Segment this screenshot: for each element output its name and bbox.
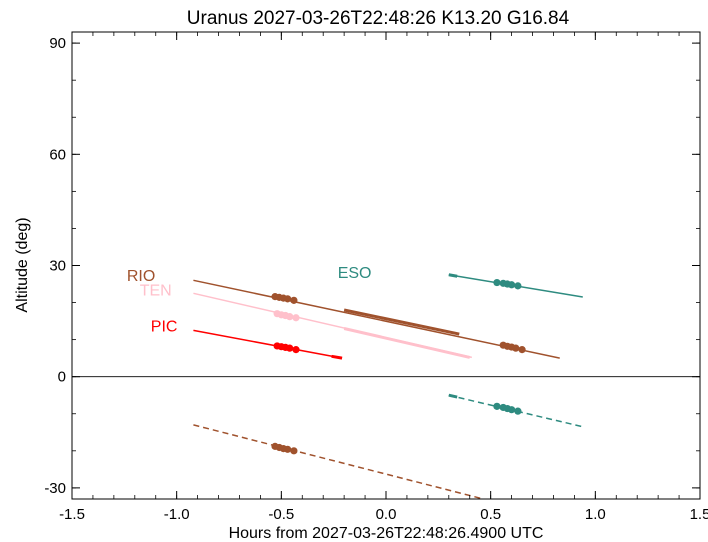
series-eso-point-5: [493, 402, 501, 410]
series-rio-segment-0: [193, 279, 560, 359]
series-pic: [193, 329, 343, 360]
x-tick-label-3: 0.0: [376, 506, 397, 523]
series-eso-point-0: [493, 278, 501, 287]
series-rio-segment-2: [193, 424, 487, 499]
series-rio-point-13: [284, 445, 292, 453]
series-ten-point-4: [292, 314, 300, 322]
series-pic-segment-0: [193, 329, 343, 359]
series-label-pic: PIC: [151, 319, 178, 336]
series-eso-point-4: [514, 282, 522, 290]
series-label-ten: TEN: [140, 283, 172, 300]
series-pic-point-3: [286, 344, 294, 352]
y-tick-label-2: 30: [49, 258, 66, 275]
series-rio-point-9: [518, 346, 526, 354]
series-eso-segment-2: [448, 394, 583, 428]
series-rio-point-3: [284, 295, 292, 303]
series-eso-segment-3: [448, 393, 458, 399]
series-ten-point-3: [286, 313, 294, 321]
y-axis-label: Altitude (deg): [14, 217, 31, 312]
series-eso-segment-1: [448, 273, 458, 278]
series-label-eso: ESO: [338, 265, 372, 282]
plot-area: [72, 273, 700, 499]
series-rio-segment-1: [343, 308, 460, 336]
series-eso: [448, 273, 583, 428]
series-rio-point-4: [290, 296, 298, 304]
y-tick-label-4: 90: [49, 35, 66, 52]
x-tick-label-6: 1.5: [690, 506, 708, 523]
x-tick-label-4: 0.5: [480, 506, 501, 523]
x-axis: -1.5 -1.0 -0.5 0.0 0.5 1.0 1.5: [59, 32, 708, 523]
series-pic-point-4: [292, 346, 300, 354]
series-label-rio: RIO: [127, 268, 155, 285]
series-ten-segment-2: [343, 327, 471, 359]
y-tick-label-3: 60: [49, 146, 66, 163]
series-rio-point-8: [512, 344, 520, 352]
series-rio-point-14: [290, 447, 298, 455]
series-eso-point-3: [508, 281, 516, 289]
series-eso-point-9: [514, 407, 522, 415]
y-tick-label-0: -30: [44, 480, 66, 497]
x-tick-label-2: -0.5: [268, 506, 294, 523]
x-tick-label-1: -1.0: [164, 506, 190, 523]
plot-frame: [71, 31, 701, 500]
series-pic-segment-1: [331, 354, 343, 360]
x-tick-label-5: 1.0: [585, 506, 606, 523]
y-tick-label-1: 0: [58, 369, 66, 386]
x-tick-label-0: -1.5: [59, 506, 85, 523]
series-eso-point-8: [508, 406, 516, 414]
y-axis: -30 0 30 60 90: [44, 35, 700, 497]
series-ten: [193, 292, 472, 359]
series-rio: [193, 279, 560, 499]
chart-title: Uranus 2027-03-26T22:48:26 K13.20 G16.84: [187, 8, 570, 29]
x-axis-label: Hours from 2027-03-26T22:48:26.4900 UTC: [229, 525, 544, 542]
